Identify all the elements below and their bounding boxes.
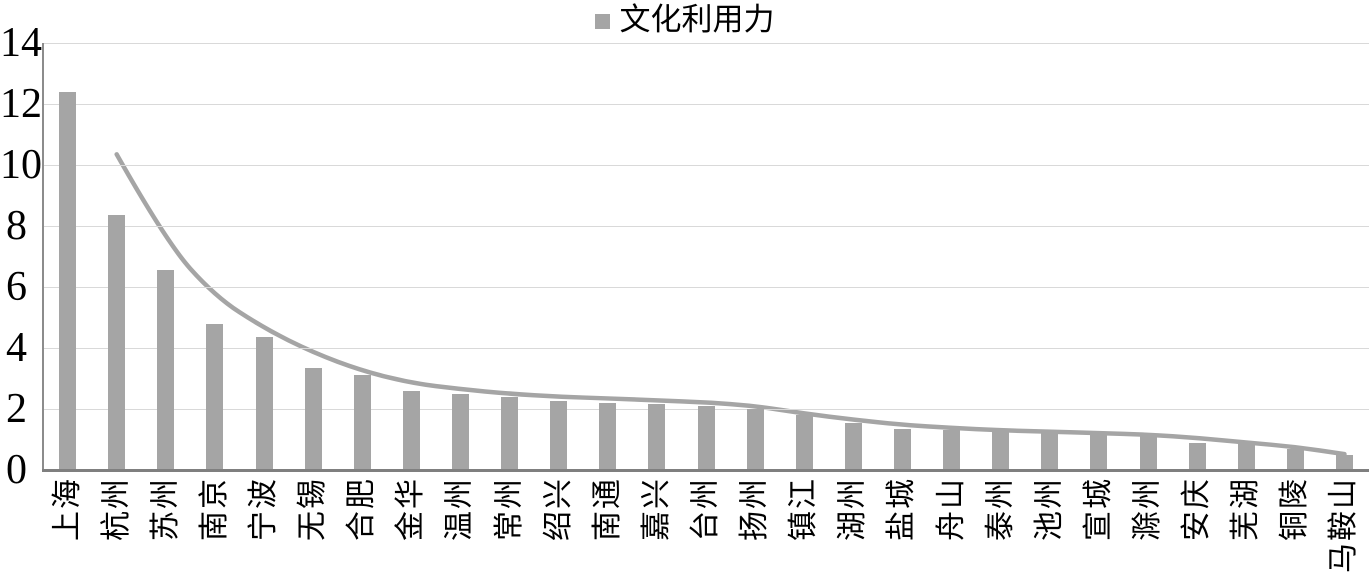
x-axis-category-label-温州: 温州 [443, 477, 477, 541]
bar-湖州 [844, 422, 862, 470]
x-axis-category-label-铜陵: 铜陵 [1278, 477, 1312, 541]
x-axis-category-label-杭州: 杭州 [99, 477, 133, 541]
x-axis-category-label-镇江: 镇江 [787, 477, 821, 541]
y-axis-tick-label-4: 4 [6, 325, 27, 371]
x-axis-line [42, 469, 1369, 472]
bar-泰州 [992, 431, 1010, 470]
gridline-y-10 [43, 165, 1369, 166]
bar-舟山 [943, 430, 961, 470]
bar-苏州 [157, 270, 175, 470]
x-axis-category-label-合肥: 合肥 [345, 477, 379, 541]
gridline-y-6 [43, 287, 1369, 288]
y-axis-tick-label-10: 10 [0, 142, 42, 188]
bar-宁波 [255, 337, 273, 470]
bar-常州 [501, 396, 519, 470]
x-axis-category-label-芜湖: 芜湖 [1229, 477, 1263, 541]
bar-宣城 [1090, 433, 1108, 470]
y-axis-tick-label-12: 12 [0, 81, 42, 127]
bar-无锡 [304, 367, 322, 470]
x-axis-category-label-泰州: 泰州 [983, 477, 1017, 541]
bar-金华 [402, 390, 420, 470]
bar-盐城 [893, 428, 911, 470]
x-axis-category-label-嘉兴: 嘉兴 [639, 477, 673, 541]
x-axis-category-label-上海: 上海 [50, 477, 84, 541]
y-axis-tick-label-8: 8 [6, 203, 27, 249]
gridline-y-8 [43, 226, 1369, 227]
x-axis-category-label-池州: 池州 [1032, 477, 1066, 541]
y-axis-tick-label-14: 14 [0, 20, 42, 66]
x-axis-category-label-湖州: 湖州 [836, 477, 870, 541]
bar-合肥 [353, 375, 371, 470]
gridline-y-4 [43, 348, 1369, 349]
bar-铜陵 [1286, 448, 1304, 470]
gridline-y-12 [43, 104, 1369, 105]
bar-上海 [59, 91, 77, 470]
x-axis-category-label-台州: 台州 [689, 477, 722, 541]
y-axis-line [42, 43, 44, 472]
y-axis-tick-labels: 0 2 4 6 8 10 12 14 [0, 0, 42, 584]
bar-马鞍山 [1335, 454, 1353, 470]
x-axis-category-label-无锡: 无锡 [296, 477, 330, 541]
legend-square-marker-icon [594, 14, 610, 29]
y-axis-tick-label-6: 6 [6, 264, 27, 310]
legend-series-label: 文化利用力 [619, 2, 775, 37]
plot-area [43, 43, 1369, 470]
bar-南通 [599, 402, 617, 470]
bar-南京 [206, 323, 224, 470]
chart-legend: 文化利用力 [0, 2, 1369, 38]
x-axis-category-label-金华: 金华 [394, 477, 428, 541]
bar-温州 [451, 393, 469, 470]
bar-嘉兴 [648, 404, 666, 470]
x-axis-category-label-盐城: 盐城 [885, 477, 919, 541]
bar-杭州 [108, 215, 126, 470]
bar-安庆 [1188, 442, 1206, 470]
x-axis-category-label-舟山: 舟山 [934, 477, 968, 541]
bar-滁州 [1139, 434, 1157, 470]
bar-镇江 [795, 415, 813, 470]
x-axis-category-label-南京: 南京 [197, 477, 231, 541]
x-axis-category-label-扬州: 扬州 [738, 477, 772, 541]
trend-line-path [114, 152, 1347, 457]
bar-绍兴 [550, 401, 568, 470]
bar-池州 [1041, 433, 1059, 470]
y-axis-tick-label-2: 2 [6, 386, 27, 432]
x-axis-category-label-宣城: 宣城 [1081, 477, 1115, 541]
x-axis-category-label-安庆: 安庆 [1180, 477, 1214, 541]
bar-台州 [697, 405, 715, 470]
y-axis-tick-label-0: 0 [6, 447, 27, 493]
x-axis-category-label-滁州: 滁州 [1131, 477, 1164, 541]
x-axis-category-label-苏州: 苏州 [148, 477, 182, 541]
gridline-y-14 [43, 43, 1369, 44]
x-axis-category-label-马鞍山: 马鞍山 [1327, 477, 1361, 573]
bar-芜湖 [1237, 444, 1255, 470]
trend-line [114, 152, 1347, 457]
x-axis-category-label-绍兴: 绍兴 [541, 477, 575, 541]
bar-扬州 [746, 409, 764, 470]
x-axis-category-label-南通: 南通 [590, 477, 624, 541]
x-axis-category-label-宁波: 宁波 [247, 477, 280, 541]
x-axis-category-label-常州: 常州 [492, 477, 526, 541]
